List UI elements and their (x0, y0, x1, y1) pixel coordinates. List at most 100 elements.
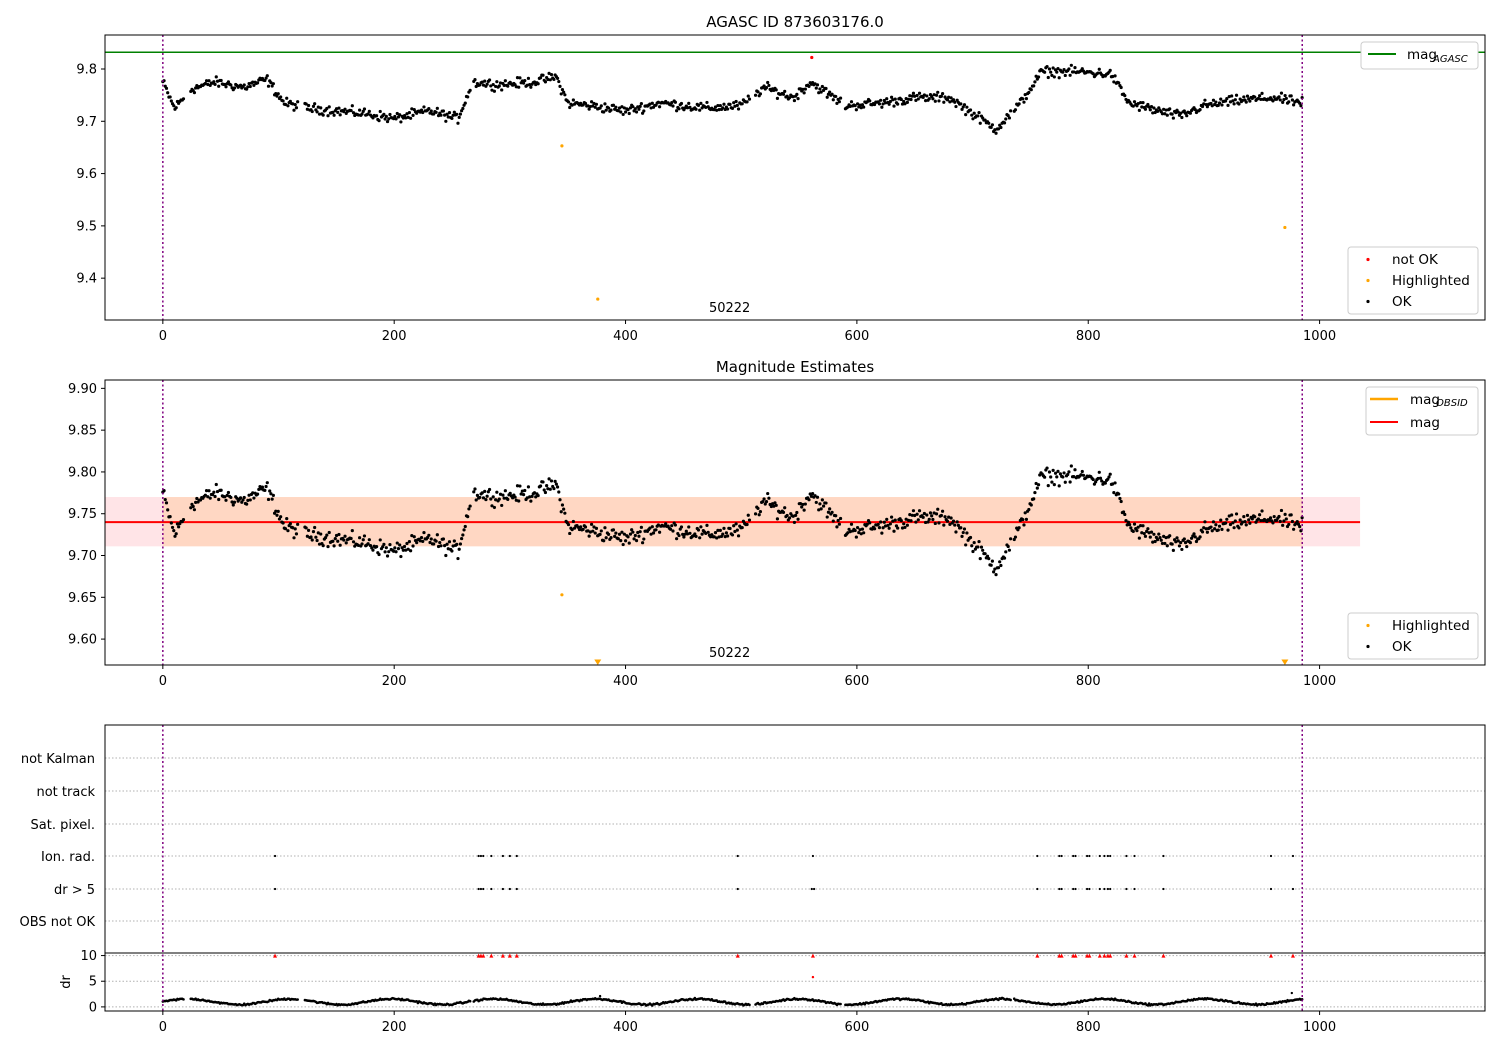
panel1-ok-point (1140, 105, 1144, 109)
panel2-ok-point (1170, 542, 1174, 546)
panel1-ok-point (1072, 70, 1076, 74)
panel1-ok-point (270, 84, 274, 88)
panel3-dr-ytick-label: 10 (80, 949, 97, 964)
panel1-highlighted-point (560, 144, 564, 148)
panel3-dr-outlier (811, 975, 815, 979)
panel2-ok-point (583, 525, 588, 529)
panel2-ok-point (1295, 519, 1299, 524)
panel2-ok-point (617, 532, 622, 536)
panel2-ok-point (189, 506, 193, 510)
panel2-ok-point (694, 534, 698, 538)
panel2-ok-point (1272, 514, 1276, 519)
panel2-ok-point (704, 531, 708, 535)
panel3-flag-point (477, 887, 480, 891)
panel2-ok-point (577, 527, 582, 532)
panel2-ok-point (1241, 520, 1245, 524)
panel1-ok-point (1013, 108, 1018, 112)
panel2-ok-point (525, 496, 529, 500)
panel2-ok-point (492, 505, 497, 510)
panel1-ok-point (394, 117, 398, 121)
panel2-ok-point (1290, 519, 1295, 524)
panel2-ok-point (1118, 496, 1122, 501)
panel3-dr-outlier (598, 994, 602, 998)
panel2-ok-point (1021, 517, 1025, 522)
panel2-ok-point (616, 537, 620, 541)
panel2-ok-point (960, 534, 964, 538)
panel1-ok-point (331, 110, 335, 114)
panel2-ok-point (681, 532, 685, 536)
panel1-ok-point (232, 86, 237, 90)
panel2-ok-point (1292, 527, 1296, 531)
panel1-ok-point (349, 109, 353, 113)
panel2-ok-point (1096, 476, 1100, 481)
panel1-ok-point (338, 113, 342, 117)
panel1-legend-label: Highlighted (1392, 273, 1470, 289)
panel2-ok-point (460, 536, 464, 541)
panel2-ok-point (495, 490, 499, 494)
panel1-ok-point (546, 77, 550, 82)
panel1-ok-point (1068, 73, 1072, 77)
panel2-ok-point (257, 487, 261, 492)
panel3-dr-clipped-marker (1102, 953, 1107, 958)
panel1-ok-point (1241, 98, 1245, 103)
panel1-ok-point (721, 106, 725, 110)
panel1-ok-point (994, 131, 998, 135)
panel1-ok-point (837, 100, 841, 104)
panel1-ok-point (909, 97, 913, 102)
panel2-ok-point (251, 491, 255, 495)
panel2-ok-point (593, 531, 597, 535)
panel1-ok-point (972, 111, 976, 115)
panel2-ok-point (281, 521, 285, 525)
panel2-ok-point (787, 516, 792, 520)
panel1-ok-point (831, 98, 835, 102)
panel2-ok-point (828, 507, 832, 511)
panel1-ok-point (1168, 107, 1172, 111)
panel1-ok-point (960, 107, 964, 111)
panel1-ok-point (362, 107, 367, 111)
panel1-ok-point (529, 85, 533, 89)
panel1-ok-point (813, 82, 817, 86)
panel2-ok-point (1050, 480, 1054, 484)
panel1-ok-point (1111, 74, 1115, 79)
panel2-ok-point (398, 543, 402, 547)
panel1-ok-point (1253, 95, 1257, 99)
panel2-ok-point (168, 515, 172, 519)
panel1-ok-point (593, 105, 597, 109)
panel3-flag-label: Ion. rad. (41, 850, 95, 865)
panel2-ok-point (896, 526, 900, 530)
panel2-ok-point (769, 504, 773, 509)
panel1-ok-point (489, 84, 493, 88)
panel2-ok-point (589, 522, 594, 526)
panel2-ok-point (172, 529, 176, 533)
panel1-ok-point (766, 80, 770, 85)
panel2-ok-point (1155, 538, 1160, 542)
panel2-ok-point (204, 489, 209, 493)
panel2-ok-point (334, 533, 339, 538)
panel1-ok-point (1287, 100, 1291, 104)
panel2-ok-point (163, 497, 167, 502)
panel1-ok-point (1153, 110, 1157, 115)
panel2-ok-point (614, 531, 618, 535)
panel2-ok-point (558, 498, 562, 502)
panel2-ok-point (568, 531, 572, 536)
panel2-ok-point (323, 536, 328, 540)
panel2-ok-point (1045, 466, 1049, 470)
panel3-flag-point (1133, 887, 1136, 891)
panel1-ok-point (735, 103, 739, 107)
panel3-flag-point (1085, 887, 1089, 891)
panel2-ok-point (688, 531, 692, 535)
panel1-ok-point (571, 98, 575, 102)
panel1-ok-point (1164, 108, 1168, 112)
panel2-ok-point (989, 563, 993, 567)
panel2-ok-point (546, 487, 550, 491)
panel1-ok-point (604, 108, 608, 112)
panel2-ok-point (206, 495, 210, 499)
panel3-flag-point (1098, 854, 1101, 858)
panel1-ok-point (266, 84, 271, 88)
panel2-ok-point (554, 482, 558, 486)
panel1-ok-point (541, 73, 545, 77)
panel1-ok-point (275, 94, 279, 98)
panel1-ok-point (753, 93, 758, 97)
panel2-ok-point (611, 528, 616, 532)
panel2-ok-point (698, 536, 702, 540)
